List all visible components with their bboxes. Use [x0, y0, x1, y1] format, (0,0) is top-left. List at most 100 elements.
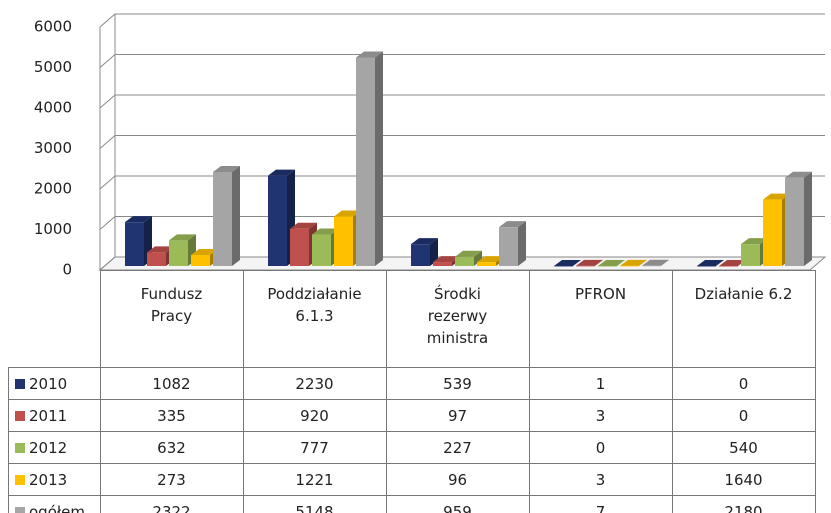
legend-label: ogółem	[29, 502, 85, 513]
bar	[763, 199, 782, 266]
value-cell: 7	[528, 495, 673, 513]
bar-top	[169, 234, 196, 241]
bar-top	[697, 260, 724, 266]
bar-top	[576, 259, 603, 266]
bar	[268, 175, 287, 266]
bar-top	[620, 259, 647, 266]
y-tick-label: 1000	[34, 220, 72, 238]
bar-top	[191, 248, 218, 255]
bar-top	[598, 260, 625, 266]
bar-top	[433, 256, 460, 263]
value-cell: 2322	[99, 495, 244, 513]
bar	[213, 171, 232, 266]
y-tick-label: 2000	[34, 180, 72, 198]
grid-line	[99, 256, 825, 271]
legend-cell: 2011	[8, 399, 101, 432]
data-row: 2012 632 777 227 0 540	[8, 431, 816, 464]
value-cell: 777	[242, 431, 387, 464]
bar	[312, 234, 331, 266]
x-tick-label: Działanie 6.2	[694, 285, 793, 303]
bar-top	[147, 246, 174, 253]
category-cell: Poddziałanie 6.1.3	[242, 270, 387, 368]
bar-top	[719, 260, 746, 266]
bar-top	[455, 250, 482, 257]
bar	[477, 262, 496, 266]
value-cell: 959	[385, 495, 530, 513]
legend-swatch	[15, 442, 25, 453]
bar	[433, 262, 452, 266]
value-cell: 1221	[242, 463, 387, 496]
y-tick-label: 4000	[34, 99, 72, 117]
bar-top	[785, 171, 812, 178]
value-cell: 540	[671, 431, 816, 464]
bar	[499, 227, 518, 266]
category-cell: Fundusz Pracy	[99, 270, 244, 368]
bar	[356, 57, 375, 267]
legend-cell: 2010	[8, 367, 101, 400]
value-cell: 2180	[671, 495, 816, 513]
y-tick-label: 5000	[34, 58, 72, 76]
bar-side	[474, 250, 482, 266]
bar	[169, 240, 188, 266]
legend-label: 2012	[29, 438, 68, 457]
value-cell: 1	[528, 367, 673, 400]
data-row: ogółem 2322 5148 959 7 2180	[8, 495, 816, 513]
data-row: 2010 1082 2230 539 1 0	[8, 367, 816, 400]
value-cell: 1640	[671, 463, 816, 496]
bar-top	[125, 216, 152, 223]
bar	[785, 177, 804, 266]
bar-top	[334, 210, 361, 217]
bar	[576, 265, 595, 267]
y-tick-label: 3000	[34, 139, 72, 157]
legend-swatch	[15, 410, 25, 421]
value-cell: 273	[99, 463, 244, 496]
bar-top	[741, 238, 768, 245]
bar	[598, 266, 617, 267]
x-tick-label: Fundusz Pracy	[140, 285, 203, 325]
value-cell: 539	[385, 367, 530, 400]
bar-side	[573, 259, 581, 266]
legend-cell: ogółem	[8, 495, 101, 513]
bar-top	[554, 259, 581, 266]
bar	[741, 244, 760, 266]
value-cell: 96	[385, 463, 530, 496]
value-cell: 632	[99, 431, 244, 464]
grid-line	[99, 54, 825, 68]
bar	[191, 254, 210, 266]
bar-top	[499, 221, 526, 228]
data-row: 2011 335 920 97 3 0	[8, 399, 816, 432]
bar	[554, 265, 573, 267]
bar	[620, 265, 639, 267]
grid-line	[99, 175, 825, 190]
bar-side	[639, 259, 647, 266]
value-cell: 97	[385, 399, 530, 432]
bar-top	[312, 228, 339, 235]
grid-line	[99, 135, 825, 149]
data-row: 2013 273 1221 96 3 1640	[8, 463, 816, 496]
value-cell: 3	[528, 463, 673, 496]
bar-top	[356, 51, 383, 58]
grid-line	[99, 216, 825, 230]
bar-side	[804, 171, 812, 266]
bar-top	[642, 259, 669, 266]
bar-side	[661, 259, 669, 266]
bar	[125, 222, 144, 266]
bar-top	[763, 193, 790, 200]
legend-label: 2011	[29, 406, 68, 425]
blank-cell	[8, 270, 101, 368]
x-tick-label: Środki rezerwy ministra	[426, 285, 489, 347]
legend-label: 2013	[29, 470, 68, 489]
category-cell: Działanie 6.2	[671, 270, 816, 368]
bar	[411, 244, 430, 266]
grid-line	[99, 94, 825, 109]
value-cell: 0	[671, 367, 816, 400]
bar-side	[232, 165, 240, 266]
bar-side	[518, 221, 526, 266]
bar-top	[268, 169, 295, 176]
legend-swatch	[15, 378, 25, 389]
bar-side	[430, 238, 438, 266]
bar-side	[595, 259, 603, 266]
bar-top	[213, 165, 240, 172]
header-row: Fundusz Pracy Poddziałanie 6.1.3 Środki re…	[8, 270, 816, 368]
